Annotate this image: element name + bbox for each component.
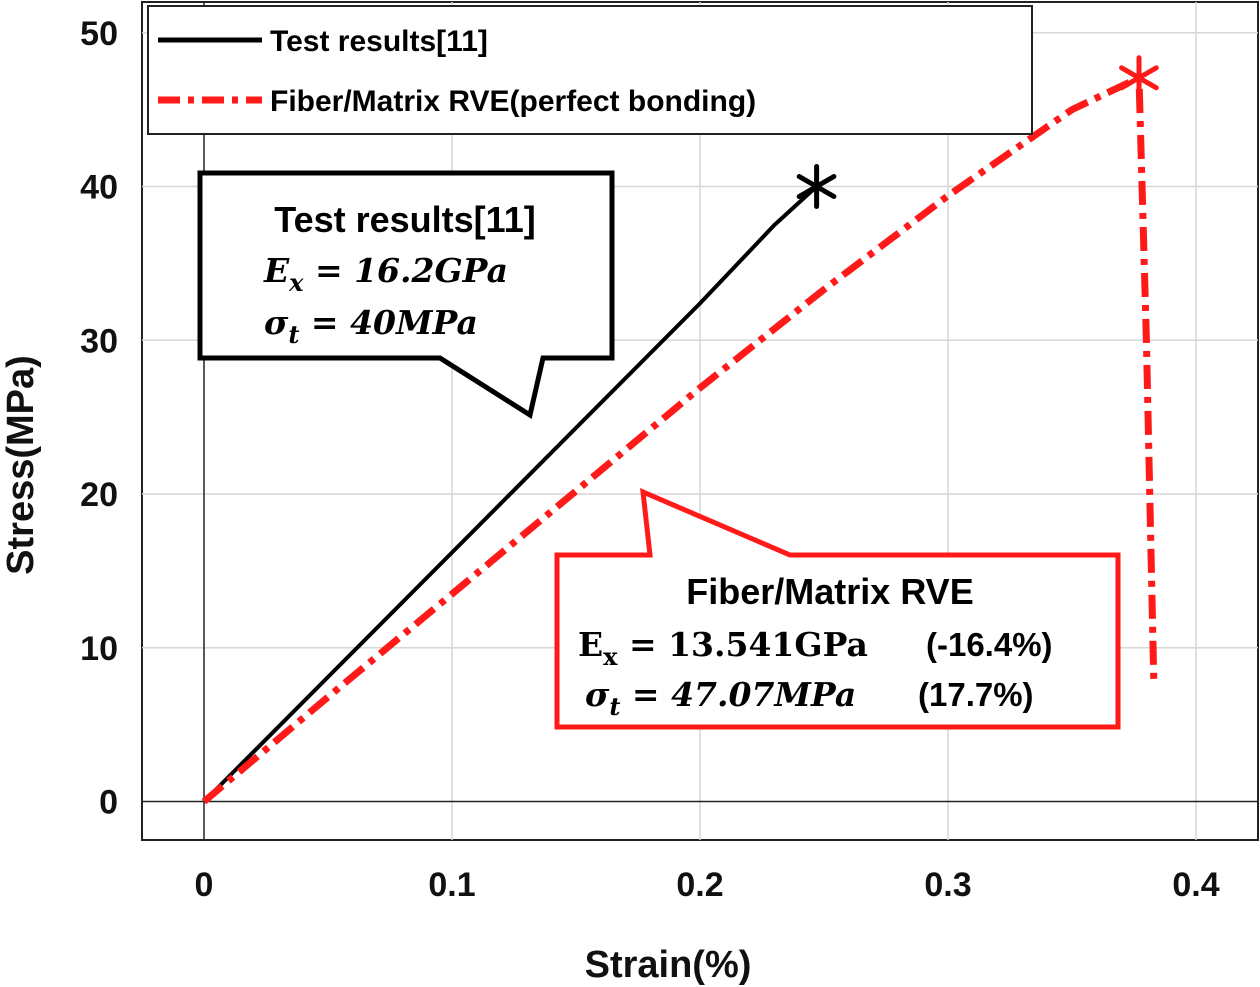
axes [142,2,1258,840]
x-tick-label-2: 0.2 [676,866,723,904]
x-tick-label-4: 0.4 [1172,866,1219,904]
series-layer [201,74,1158,805]
legend-label-test: Test results[11] [270,25,488,58]
callout-rve-modulus-symbol: E [578,625,603,664]
callout-rve-modulus-change: (-16.4%) [926,626,1053,663]
callout-rve-strength-change: (17.7%) [918,676,1034,713]
series-line-1 [201,74,1158,805]
y-tick-label-3: 30 [80,322,118,360]
callout-test-box [197,170,615,420]
callout-rve-title: Fiber/Matrix RVE [686,571,973,612]
callout-test-modulus-subscript: x [288,268,304,297]
callout-rve-strength-value: = 47.07MPa [620,675,856,714]
callout-test-strength-value: = 40MPa [299,303,477,342]
y-axis-title: Stress(MPa) [0,355,42,575]
callout-test-title: Test results[11] [274,199,535,240]
callout-test-modulus-value: = 16.2GPa [303,251,508,290]
y-tick-label-2: 20 [80,476,118,514]
x-tick-label-1: 0.1 [428,866,475,904]
y-tick-label-5: 50 [80,15,118,53]
callout-test-strength-symbol: σ [264,303,289,342]
legend-box [147,5,1033,135]
x-axis-title: Strain(%) [585,944,752,986]
series-line-0 [202,185,818,804]
callout-rve-modulus-value: = 13.541GPa [617,625,867,664]
callout-test-strength: σt = 40MPa [264,303,478,349]
y-tick-label-1: 10 [80,630,118,668]
end-marker-1 [1119,55,1159,101]
callout-rve-strength-subscript: t [609,692,620,721]
callout-rve-modulus-subscript: x [603,642,618,671]
callout-test-modulus: Ex = 16.2GPa [263,251,508,297]
callout-rve-strength-symbol: σ [585,675,610,714]
legend: Test results[11] Fiber/Matrix RVE(perfec… [147,5,1033,135]
callout-test: Test results[11] Ex = 16.2GPa σt = 40MPa [197,170,615,420]
x-tick-label-0: 0 [195,866,214,904]
callout-test-strength-subscript: t [288,320,299,349]
callout-rve: Fiber/Matrix RVE Ex = 13.541GPa (-16.4%)… [554,488,1121,730]
end-markers [796,55,1159,209]
y-tick-label-4: 40 [80,169,118,207]
end-marker-0 [796,164,837,209]
callout-rve-modulus: Ex = 13.541GPa [578,625,868,671]
tick-labels: 0 0.1 0.2 0.3 0.4 0 10 20 30 40 50 [80,15,1220,904]
legend-label-rve: Fiber/Matrix RVE(perfect bonding) [270,85,756,118]
callout-test-modulus-symbol: E [263,251,290,290]
end-marker-0-stroke-2 [796,174,837,199]
y-tick-label-0: 0 [99,784,118,822]
callout-rve-box [554,488,1121,730]
x-tick-label-3: 0.3 [924,866,971,904]
callout-rve-strength: σt = 47.07MPa [585,675,856,721]
end-marker-1-stroke-2 [1119,65,1159,91]
